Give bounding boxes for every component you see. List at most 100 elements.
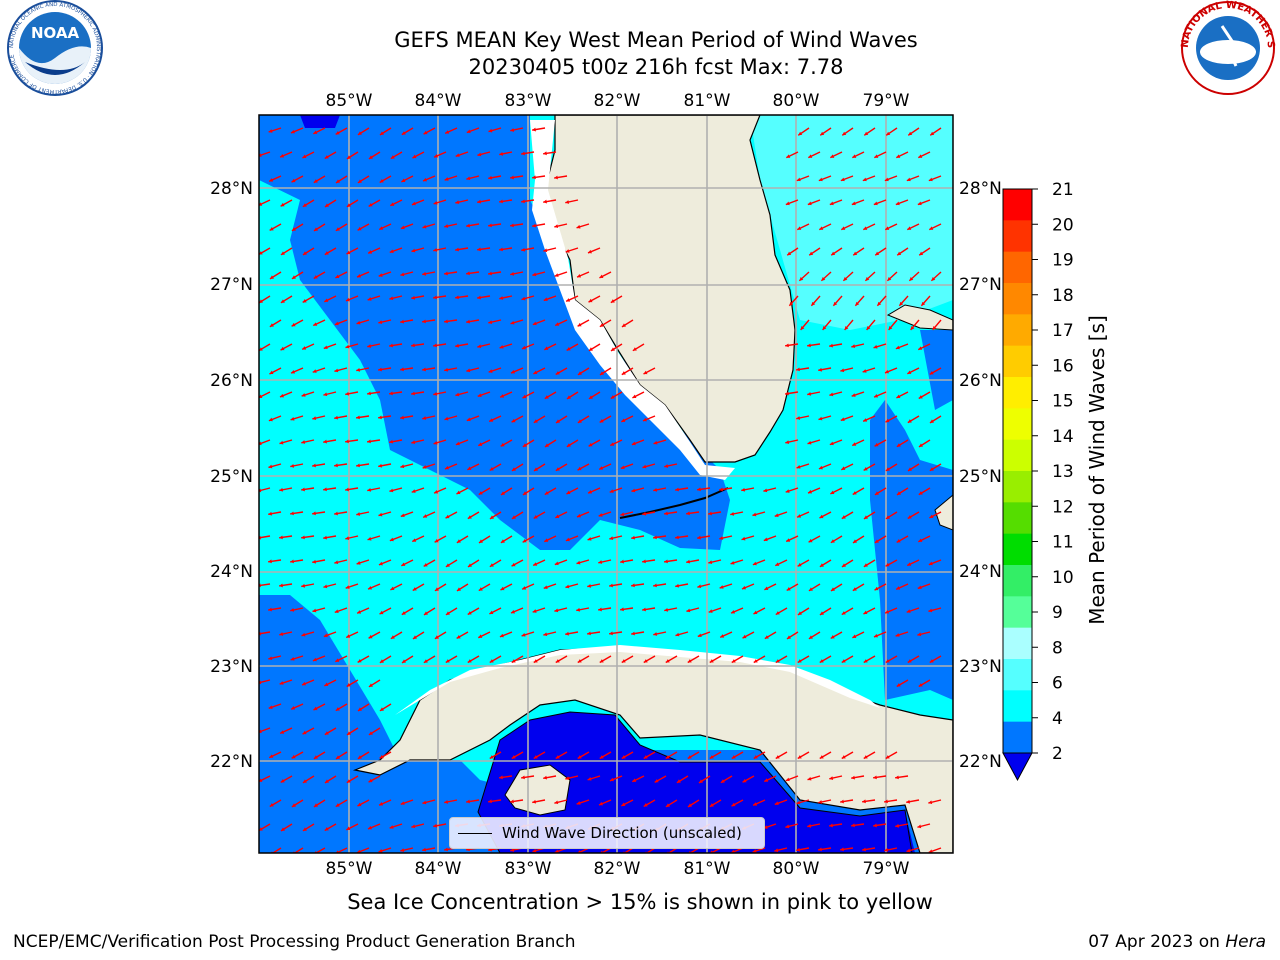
wave-direction-arrowhead xyxy=(720,779,725,783)
wave-direction-arrowhead xyxy=(620,465,625,470)
wave-direction-arrowhead xyxy=(444,847,448,852)
wave-direction-arrowhead xyxy=(797,562,802,567)
wave-direction-arrowhead xyxy=(279,535,283,540)
colorbar-band xyxy=(1003,659,1032,691)
wave-direction-arrowhead xyxy=(412,538,417,542)
wave-direction-arrowhead xyxy=(840,177,845,182)
wave-direction-arrowhead xyxy=(642,559,646,564)
wave-direction-arrowhead xyxy=(455,295,459,300)
wave-direction-arrowhead xyxy=(610,442,615,446)
wave-direction-arrowhead xyxy=(565,537,570,542)
wave-direction-arrowhead xyxy=(841,515,846,519)
wave-direction-arrowhead xyxy=(401,178,406,182)
wave-direction-arrowhead xyxy=(368,683,373,687)
wave-direction-arrowhead xyxy=(378,415,382,420)
wave-direction-arrowhead xyxy=(455,247,459,252)
wave-direction-arrowhead xyxy=(643,755,648,759)
wave-direction-arrowhead xyxy=(917,585,922,590)
wave-direction-arrowhead xyxy=(841,755,846,759)
wave-direction-arrowhead xyxy=(555,419,560,423)
wave-direction-arrowhead xyxy=(423,130,428,135)
wave-direction-arrowhead xyxy=(368,250,373,254)
wave-direction-arrowhead xyxy=(434,587,439,591)
wave-direction-arrowhead xyxy=(907,226,912,230)
lat-label: 26°N xyxy=(959,371,1002,391)
wave-direction-arrowhead xyxy=(500,394,505,398)
wave-direction-arrowhead xyxy=(566,443,571,447)
wave-direction-arrowhead xyxy=(730,849,735,853)
wave-direction-arrowhead xyxy=(808,635,813,639)
footer-credit: NCEP/EMC/Verification Post Processing Pr… xyxy=(13,932,576,952)
wave-direction-arrowhead xyxy=(533,419,538,423)
wave-direction-arrowhead xyxy=(708,511,712,516)
wave-direction-arrowhead xyxy=(422,847,426,852)
wave-direction-arrowhead xyxy=(796,367,800,372)
wave-direction-arrowhead xyxy=(346,155,351,159)
wave-direction-arrowhead xyxy=(280,730,285,734)
wave-direction-arrowhead xyxy=(895,345,900,350)
wave-direction-arrowhead xyxy=(521,345,526,350)
wave-direction-arrowhead xyxy=(544,491,549,495)
wave-direction-arrowhead xyxy=(918,538,923,542)
wave-direction-arrowhead xyxy=(302,346,307,350)
wave-direction-arrowhead xyxy=(873,823,877,828)
wave-direction-arrowhead xyxy=(335,227,340,231)
wave-direction-arrowhead xyxy=(280,202,285,207)
wave-direction-arrowhead xyxy=(368,202,373,207)
wave-direction-arrowhead xyxy=(477,199,481,204)
wave-direction-arrowhead xyxy=(609,536,614,541)
lat-label: 24°N xyxy=(959,562,1002,582)
wave-direction-arrowhead xyxy=(312,416,317,421)
lat-label: 28°N xyxy=(959,179,1002,199)
wave-direction-arrowhead xyxy=(709,659,714,663)
wave-direction-arrowhead xyxy=(389,488,394,493)
wave-direction-arrowhead xyxy=(829,823,833,828)
wave-direction-arrowhead xyxy=(774,801,779,806)
wave-direction-arrowhead xyxy=(565,631,570,636)
wave-direction-arrowhead xyxy=(334,609,339,614)
wave-direction-arrowhead xyxy=(873,201,878,206)
wave-direction-arrowhead xyxy=(268,607,272,612)
wave-direction-arrowhead xyxy=(862,369,867,373)
wave-direction-arrowhead xyxy=(368,634,373,639)
footer-host: Hera xyxy=(1225,932,1266,952)
wave-direction-arrowhead xyxy=(829,441,834,446)
lon-label: 79°W xyxy=(863,859,910,879)
wave-direction-arrowhead xyxy=(731,659,736,663)
wave-direction-arrowhead xyxy=(544,346,549,350)
wave-direction-arrowhead xyxy=(851,775,855,780)
wave-direction-arrowhead xyxy=(489,467,494,471)
wave-direction-arrowhead xyxy=(290,559,294,564)
lat-label: 25°N xyxy=(959,467,1002,487)
wave-direction-arrowhead xyxy=(886,131,891,136)
wave-direction-arrowhead xyxy=(312,511,316,516)
wave-direction-arrowhead xyxy=(907,562,912,566)
wave-direction-arrowhead xyxy=(907,370,912,374)
wave-direction-arrowhead xyxy=(313,130,318,134)
wave-direction-arrowhead xyxy=(379,659,384,663)
wave-direction-arrowhead xyxy=(511,755,516,759)
wave-direction-arrowhead xyxy=(445,563,450,567)
wave-direction-arrowhead xyxy=(822,326,827,330)
wave-direction-arrowhead xyxy=(357,707,362,711)
wave-direction-arrowhead xyxy=(566,298,571,302)
wave-direction-arrowhead xyxy=(830,635,835,639)
wave-direction-arrowhead xyxy=(577,371,582,375)
wave-direction-arrowhead xyxy=(423,659,428,663)
wave-direction-arrowhead xyxy=(389,537,394,542)
wave-direction-arrowhead xyxy=(642,511,647,516)
wave-direction-arrowhead xyxy=(433,248,438,252)
wave-direction-arrowhead xyxy=(489,563,494,567)
wave-direction-arrowhead xyxy=(798,131,803,136)
wave-direction-arrowhead xyxy=(313,179,318,183)
wave-direction-arrowhead xyxy=(291,178,296,183)
wave-direction-arrowhead xyxy=(379,179,384,183)
wave-direction-arrowhead xyxy=(268,129,273,133)
wave-direction-arrowhead xyxy=(577,466,582,471)
wave-direction-arrowhead xyxy=(456,587,461,591)
wave-direction-arrowhead xyxy=(852,587,857,591)
wave-direction-arrowhead xyxy=(807,776,812,781)
wave-direction-arrowhead xyxy=(268,705,273,709)
wave-direction-arrowhead xyxy=(323,584,328,589)
wave-direction-arrowhead xyxy=(554,849,559,853)
